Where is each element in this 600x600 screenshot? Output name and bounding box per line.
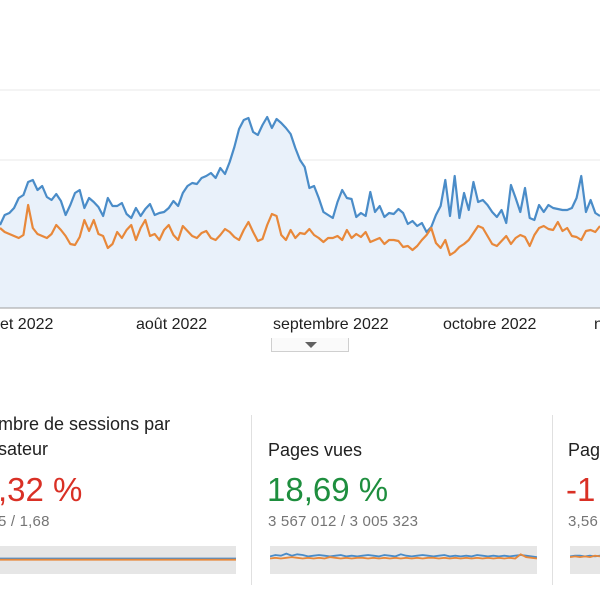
sparkline-background [570,546,600,574]
series-area-fill [0,117,600,308]
metric-title-line: mbre de sessions par [0,414,171,434]
x-axis-label-october: octobre 2022 [443,316,537,333]
metric-values-pageviews: 3 567 012 / 3 005 323 [268,513,419,530]
metric-values-sessions-per-user: 5 / 1,68 [0,513,50,530]
sessions-line-chart [0,89,600,309]
sparkline-background [270,546,537,574]
chart-collapse-toggle[interactable] [271,338,349,352]
x-axis-label-november: n [594,316,600,333]
metric-title-pages: Pag [568,440,600,460]
chevron-down-icon [305,342,317,348]
series-line-blue [0,115,600,234]
metric-title-pageviews: Pages vues [268,440,363,460]
metric-change-pageviews: 18,69 % [267,471,389,508]
x-axis-label-september: septembre 2022 [273,316,389,333]
sparkline-series-blue [270,552,537,558]
sparkline-series-orange [270,553,537,560]
card-divider [552,415,553,585]
sparkline-pages [570,546,600,574]
metric-title-line: sateur [0,439,49,459]
metric-change-sessions-per-user: ,32 % [0,471,83,508]
metric-change-pages: -1 [566,471,596,508]
metric-title-sessions-per-user: mbre de sessions par sateur [0,412,170,462]
metric-values-pages: 3,56 [568,513,598,530]
sparkline-series-orange [570,554,600,559]
series-line-orange [0,203,600,257]
sparkline-sessions-per-user [0,546,236,574]
sparkline-pageviews [270,546,537,574]
card-divider [251,415,252,585]
x-axis-label-august: août 2022 [136,316,208,333]
x-axis-label-july: et 2022 [0,316,54,333]
